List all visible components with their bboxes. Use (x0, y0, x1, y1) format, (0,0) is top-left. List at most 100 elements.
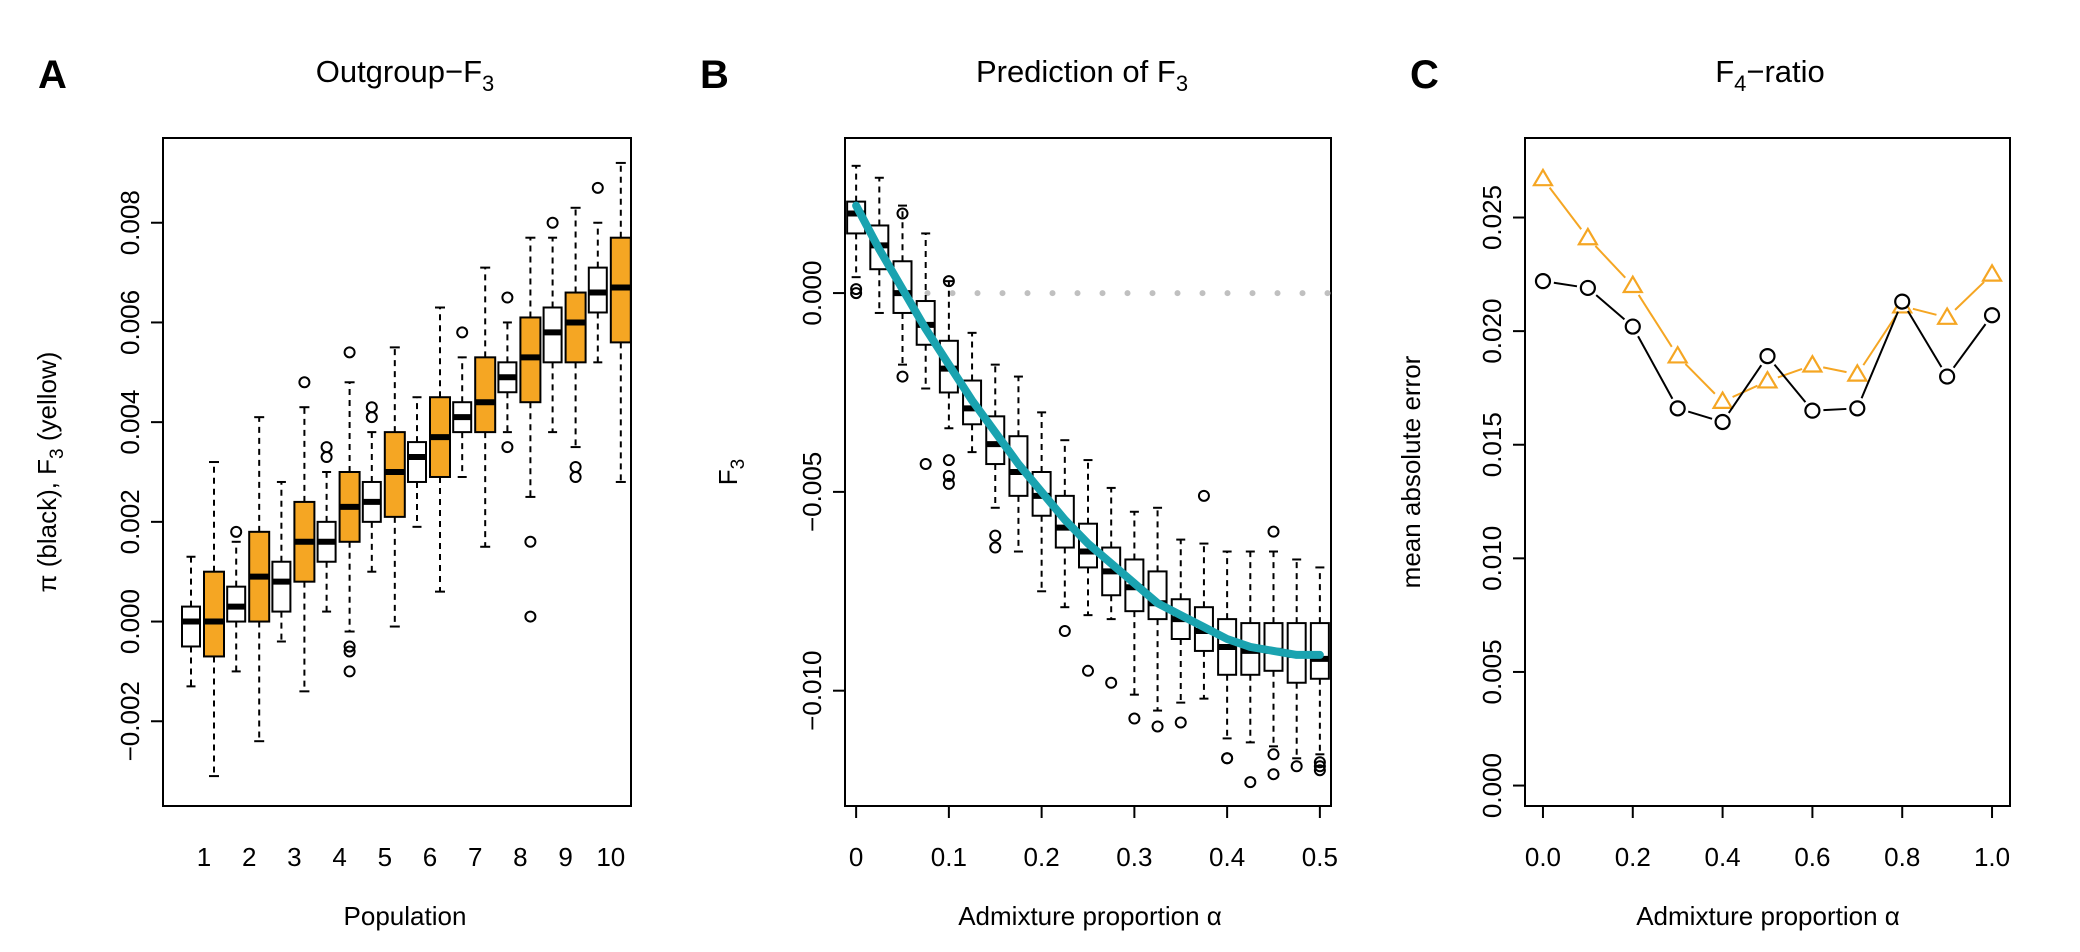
box-b-9 (1054, 439, 1075, 638)
y-axis-a: −0.002 0.000 0.002 0.004 0.006 0.008 (115, 190, 163, 761)
series-segment (1637, 335, 1674, 400)
panel-c-title: F4−ratio (1715, 54, 1825, 96)
plot-frame-a (162, 137, 632, 807)
outlier-point (896, 207, 909, 220)
box-iqr (564, 291, 587, 364)
reference-dot (974, 290, 981, 297)
x-tick-label: 0.4 (1705, 842, 1741, 872)
reference-dot (1324, 290, 1331, 297)
circle-point (1534, 273, 1552, 290)
x-tick-label: 4 (332, 842, 346, 872)
box-b-12 (1124, 510, 1145, 725)
box-f3-7 (474, 266, 497, 548)
outlier-point (320, 451, 333, 464)
triangle-point (1666, 344, 1689, 364)
reference-dot (949, 290, 956, 297)
series-segment (1548, 187, 1583, 230)
box-b-15 (1193, 489, 1214, 700)
y-tick-label: 0.002 (115, 489, 145, 554)
x-tick-label: 0.4 (1209, 842, 1245, 872)
x-tick-label: 1.0 (1974, 842, 2010, 872)
x-tick-label: 0.3 (1116, 842, 1152, 872)
box-pi-7 (452, 326, 473, 478)
reference-dot (1099, 290, 1106, 297)
x-tick-label: 3 (287, 842, 301, 872)
reference-dot (1224, 290, 1231, 297)
box-b-0 (846, 164, 867, 300)
x-tick-label: 10 (596, 842, 625, 872)
box-iqr (181, 605, 201, 648)
outlier-point (942, 454, 955, 467)
zero-reference-line (899, 290, 1331, 297)
outlier-point (569, 461, 582, 474)
box-iqr (407, 441, 427, 483)
x-axis-a: 1 2 3 4 5 6 7 8 9 10 (197, 842, 625, 872)
outlier-point (919, 458, 932, 471)
x-tick-label: 5 (378, 842, 392, 872)
prediction-curve (852, 201, 1324, 659)
series-segment (1912, 307, 1937, 316)
box-iqr (271, 560, 292, 613)
outlier-point (1197, 489, 1210, 502)
outlier-point (569, 470, 582, 483)
outlier-point (365, 411, 378, 424)
outlier-point (1221, 752, 1234, 765)
box-b-11 (1101, 486, 1122, 689)
outlier-point (1313, 764, 1326, 777)
circle-point (1939, 368, 1956, 385)
reference-dot (999, 290, 1006, 297)
boxplots-b (846, 164, 1330, 789)
x-tick-label: 0.2 (1024, 842, 1060, 872)
outlier-point (365, 401, 378, 414)
box-b-19 (1286, 558, 1307, 773)
outlier-point (343, 665, 356, 678)
circle-point (1983, 307, 2001, 324)
box-b-3 (915, 232, 936, 471)
series-segment (1952, 323, 1987, 369)
circle-point (1669, 400, 1686, 417)
triangle-point (1846, 363, 1869, 382)
box-b-10 (1078, 459, 1098, 677)
y-tick-label: 0.015 (1477, 412, 1507, 477)
outlier-point (850, 283, 863, 296)
outlier-point (1244, 776, 1257, 789)
box-f3-4 (338, 346, 361, 678)
box-b-20 (1309, 566, 1330, 777)
y-tick-label: 0.008 (115, 190, 145, 255)
box-f3-1 (203, 461, 225, 778)
y-tick-label: 0.004 (115, 390, 145, 455)
outlier-point (343, 346, 356, 359)
box-pi-9 (542, 216, 563, 434)
panel-c: C F4−ratio 0.000 0.005 0.010 0.015 0.020 0.02… (1396, 53, 2011, 931)
plot-frame-c (1524, 137, 2011, 807)
series-segment (1732, 384, 1758, 398)
outlier-point (942, 275, 955, 288)
reference-dot (1199, 290, 1206, 297)
box-pi-5 (361, 401, 382, 573)
box-pi-8 (497, 291, 518, 454)
outlier-point (942, 477, 955, 490)
panel-a-title: Outgroup−F3 (316, 54, 495, 96)
outlier-point (1058, 625, 1071, 638)
x-tick-label: 0.2 (1615, 842, 1651, 872)
reference-dot (1049, 290, 1056, 297)
series-segment (1684, 363, 1716, 395)
triangle-point (1576, 226, 1599, 246)
reference-dot (924, 290, 931, 297)
reference-dot (1274, 290, 1281, 297)
box-iqr (474, 356, 497, 434)
x-tick-label: 9 (558, 842, 572, 872)
box-b-17 (1240, 550, 1261, 789)
series-segment (1822, 366, 1847, 374)
y-tick-label: 0.000 (797, 261, 827, 326)
series-segment (1553, 281, 1578, 288)
circle-point (1894, 293, 1911, 310)
x-tick-label: 8 (513, 842, 527, 872)
circle-point (1804, 402, 1821, 419)
x-axis-label-c: Admixture proportion α (1636, 901, 1900, 931)
y-tick-label: −0.010 (797, 651, 827, 731)
box-b-4 (938, 275, 959, 490)
series-segment (1773, 363, 1807, 403)
panel-b: B Prediction of F3 −0.010 −0.005 0.000 0 0.… (700, 53, 1338, 931)
